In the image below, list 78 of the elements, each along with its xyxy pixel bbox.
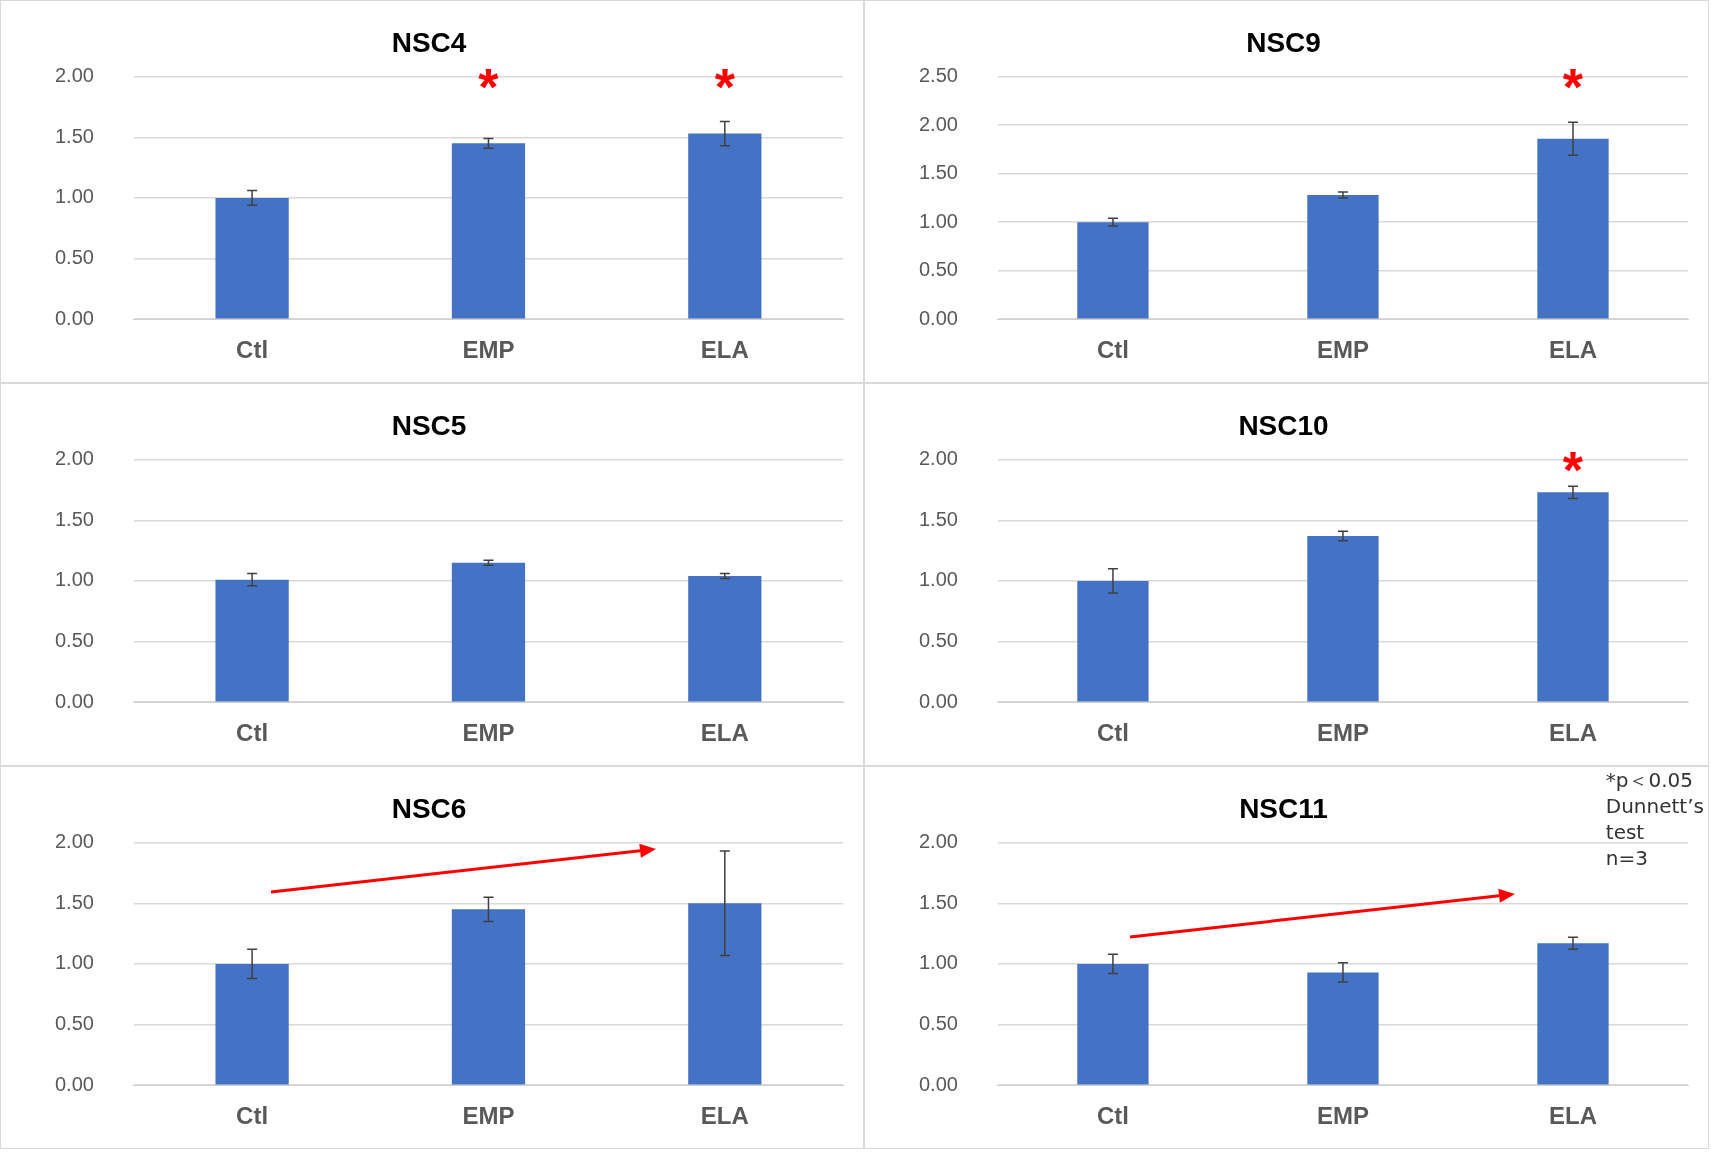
chart-title: NSC5 — [391, 409, 467, 441]
y-tick-label: 1.00 — [54, 185, 94, 208]
y-tick-label: 2.00 — [918, 112, 958, 135]
y-tick-label: 0.50 — [918, 629, 958, 652]
y-tick-label: 0.00 — [54, 1072, 94, 1095]
y-tick-label: 0.00 — [918, 689, 958, 712]
bar — [215, 963, 289, 1085]
x-tick-label: ELA — [1548, 336, 1597, 364]
data-label: * — [1562, 57, 1584, 116]
bar — [1537, 943, 1609, 1085]
bar — [1077, 963, 1149, 1085]
bar — [688, 903, 762, 1085]
y-tick-label: 0.50 — [918, 258, 958, 281]
x-tick-label: EMP — [1316, 719, 1369, 747]
chart-title: NSC4 — [391, 26, 467, 58]
bar — [451, 143, 526, 319]
x-tick-label: Ctl — [236, 1102, 269, 1130]
y-tick-label: 0.00 — [918, 1072, 958, 1095]
data-label: * — [714, 57, 736, 116]
y-tick-label: 0.00 — [54, 689, 94, 712]
y-tick-label: 1.50 — [54, 890, 94, 913]
y-tick-label: 1.50 — [918, 161, 958, 184]
chart-title: NSC11 — [1239, 792, 1328, 824]
y-tick-label: 1.00 — [54, 568, 94, 591]
y-tick-label: 0.00 — [918, 306, 958, 329]
y-tick-label: 1.00 — [918, 568, 958, 591]
x-tick-label: Ctl — [1096, 336, 1129, 364]
y-tick-label: 0.00 — [54, 306, 94, 329]
y-tick-label: 2.00 — [54, 64, 94, 87]
y-tick-label: 0.50 — [918, 1012, 958, 1035]
x-tick-label: Ctl — [236, 336, 269, 364]
bar — [215, 197, 289, 319]
bar — [1307, 536, 1379, 702]
x-tick-label: ELA — [1548, 719, 1597, 747]
bar — [688, 133, 762, 319]
x-tick-label: ELA — [700, 1102, 749, 1130]
bar — [1537, 138, 1609, 319]
bar — [215, 579, 289, 702]
x-tick-label: EMP — [1316, 336, 1369, 364]
bar — [451, 909, 526, 1085]
y-tick-label: 1.00 — [54, 951, 94, 974]
chart-title: NSC6 — [391, 792, 467, 824]
x-tick-label: ELA — [700, 336, 749, 364]
bar — [1307, 194, 1379, 319]
y-tick-label: 1.50 — [54, 124, 94, 147]
y-tick-label: 1.50 — [54, 507, 94, 530]
x-tick-label: EMP — [462, 336, 515, 364]
y-tick-label: 2.00 — [918, 447, 958, 470]
bar — [1537, 492, 1609, 702]
bar — [688, 576, 762, 702]
x-tick-label: EMP — [462, 719, 515, 747]
x-tick-label: ELA — [700, 719, 749, 747]
x-tick-label: Ctl — [236, 719, 269, 747]
chart-title: NSC10 — [1238, 409, 1329, 441]
chart-title: NSC9 — [1246, 26, 1321, 58]
data-label: * — [478, 57, 500, 116]
x-tick-label: Ctl — [1096, 719, 1129, 747]
bar — [1077, 580, 1149, 702]
y-tick-label: 2.00 — [918, 830, 958, 853]
y-tick-label: 2.00 — [54, 447, 94, 470]
x-tick-label: ELA — [1548, 1102, 1597, 1130]
y-tick-label: 1.00 — [918, 951, 958, 974]
data-label: * — [1562, 440, 1584, 499]
y-tick-label: 1.00 — [918, 209, 958, 232]
x-tick-label: EMP — [462, 1102, 515, 1130]
y-tick-label: 0.50 — [54, 246, 94, 269]
bar — [451, 562, 526, 702]
x-tick-label: Ctl — [1096, 1102, 1129, 1130]
y-tick-label: 0.50 — [54, 1012, 94, 1035]
y-tick-label: 1.50 — [918, 507, 958, 530]
bar — [1307, 972, 1379, 1085]
y-tick-label: 0.50 — [54, 629, 94, 652]
bar — [1077, 222, 1149, 319]
x-tick-label: EMP — [1316, 1102, 1369, 1130]
annotation: *p＜0.05 Dunnett’s test n=3 — [1605, 767, 1704, 871]
y-tick-label: 2.00 — [54, 830, 94, 853]
y-tick-label: 1.50 — [918, 890, 958, 913]
y-tick-label: 2.50 — [918, 64, 958, 87]
